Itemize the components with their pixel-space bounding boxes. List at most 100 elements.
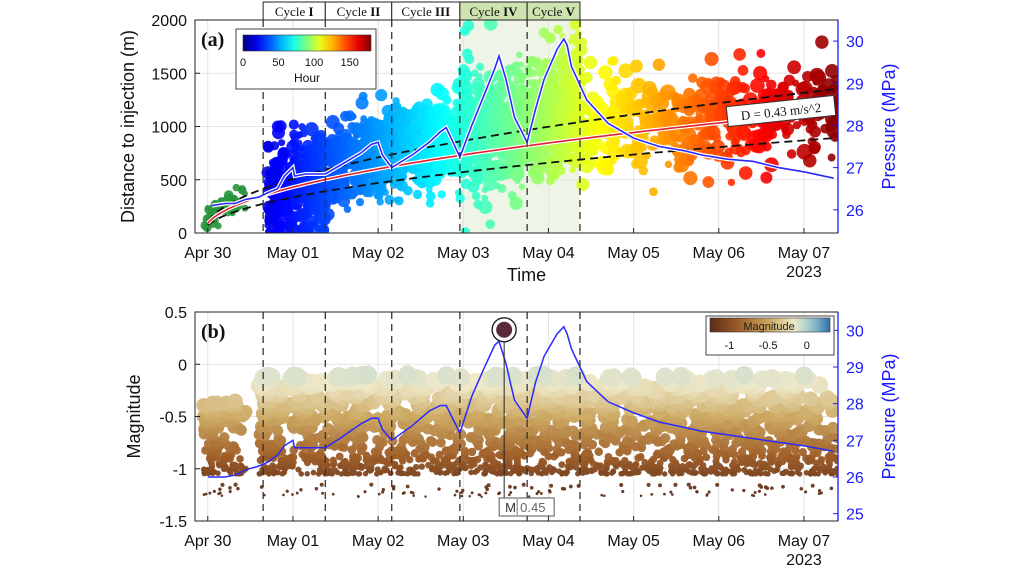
event-point xyxy=(513,485,517,490)
event-point xyxy=(834,465,838,472)
x-tick-label: May 03 xyxy=(437,245,490,262)
event-point xyxy=(636,452,645,461)
diffusion-lower-bound xyxy=(207,137,834,226)
event-point xyxy=(398,365,418,385)
event-point xyxy=(581,72,593,84)
event-point xyxy=(830,113,838,126)
event-point xyxy=(384,194,395,205)
event-point xyxy=(537,490,541,494)
event-point xyxy=(740,83,751,94)
event-point xyxy=(451,368,471,387)
event-point xyxy=(518,61,525,68)
colorbar-gradient xyxy=(709,317,831,333)
event-point xyxy=(355,198,365,207)
event-point xyxy=(289,453,298,462)
y-tick-label: -0.5 xyxy=(159,410,187,427)
y-right-tick-label: 27 xyxy=(846,433,864,450)
event-point xyxy=(453,493,457,497)
event-point xyxy=(295,491,299,495)
colorbar-tick-label: 50 xyxy=(272,57,284,69)
event-point xyxy=(608,56,619,66)
y-right-tick-label: 30 xyxy=(846,323,864,340)
event-point xyxy=(204,492,208,496)
event-point xyxy=(746,468,753,475)
event-point xyxy=(583,447,593,457)
event-point xyxy=(375,89,388,102)
event-point xyxy=(737,65,749,76)
event-point xyxy=(688,73,698,83)
y-tick-label: 1000 xyxy=(151,120,187,137)
event-point xyxy=(568,484,573,489)
event-point xyxy=(200,466,208,473)
event-point xyxy=(455,489,459,493)
cycle-header-label: Cycle III xyxy=(401,4,450,19)
event-point xyxy=(274,120,287,133)
event-point xyxy=(422,450,431,459)
x-tick-label: May 02 xyxy=(352,533,405,550)
event-point xyxy=(750,78,765,93)
y-right-tick-label: 27 xyxy=(846,161,864,178)
event-point xyxy=(321,208,335,221)
event-point xyxy=(763,485,768,489)
event-point xyxy=(660,433,671,444)
event-point xyxy=(516,166,525,174)
event-point xyxy=(331,492,335,496)
event-point xyxy=(273,433,284,444)
event-point xyxy=(227,393,243,409)
event-point xyxy=(477,493,481,497)
x-tick-label: May 02 xyxy=(352,245,405,262)
event-point xyxy=(827,421,838,434)
event-point xyxy=(639,143,648,152)
y-right-tick-label: 25 xyxy=(846,507,864,524)
y-right-tick-label: 30 xyxy=(846,34,864,51)
event-point xyxy=(282,493,285,497)
y-right-tick-label: 28 xyxy=(846,118,864,135)
event-point xyxy=(792,121,801,130)
event-point xyxy=(529,69,537,77)
event-point xyxy=(770,486,774,490)
event-point xyxy=(564,469,570,475)
cycle-numeral: II xyxy=(370,4,380,19)
event-point xyxy=(656,459,664,467)
event-point xyxy=(214,222,222,230)
cycle-header-box xyxy=(526,1,581,21)
event-point xyxy=(485,219,495,229)
y-right-axis-title: Pressure (MPa) xyxy=(879,353,899,479)
event-point xyxy=(475,72,483,80)
event-point xyxy=(403,185,413,196)
event-point xyxy=(237,462,244,470)
x-tick-label: May 06 xyxy=(693,533,746,550)
event-point xyxy=(258,366,278,386)
y-right-axis-title: Pressure (MPa) xyxy=(879,63,899,189)
event-point xyxy=(781,122,795,136)
event-point xyxy=(381,488,386,492)
x-tick-label: May 04 xyxy=(522,245,575,262)
colorbar-tick-label: 0 xyxy=(804,340,810,352)
event-point xyxy=(809,125,821,138)
event-point xyxy=(437,487,441,491)
event-point xyxy=(722,466,729,473)
event-point xyxy=(510,80,520,89)
event-point xyxy=(688,485,693,490)
event-point xyxy=(692,485,697,490)
event-point xyxy=(762,470,769,477)
event-point xyxy=(715,482,720,487)
event-point xyxy=(762,369,781,388)
event-point xyxy=(291,493,294,496)
event-point xyxy=(670,493,674,496)
event-point xyxy=(425,191,436,201)
event-point xyxy=(753,490,757,494)
event-point xyxy=(424,495,427,498)
event-point xyxy=(460,494,464,498)
event-point xyxy=(803,469,810,476)
event-point xyxy=(695,490,699,494)
event-point xyxy=(362,470,369,477)
axes-0: Apr 30 May 01 May 02 May 03 May 04 May 05 May … xyxy=(118,13,899,285)
event-point xyxy=(220,482,225,487)
event-point xyxy=(329,456,337,464)
y-tick-label: 0.5 xyxy=(165,305,187,322)
y-tick-label: 0 xyxy=(178,226,187,243)
colorbar-tick-label: 150 xyxy=(340,57,358,69)
event-point xyxy=(765,79,777,91)
colorbar-title: Hour xyxy=(294,71,320,85)
